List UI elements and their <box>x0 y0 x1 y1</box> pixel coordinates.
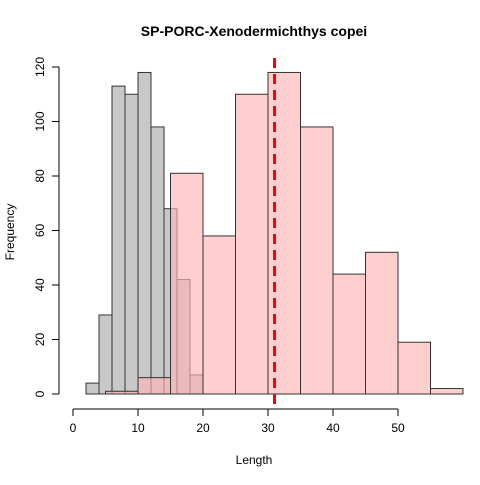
y-tick-label: 40 <box>33 278 47 292</box>
y-tick-label: 60 <box>33 224 47 238</box>
histogram-bar-series2-bin6 <box>267 71 301 395</box>
histogram-bar-series2-bin9 <box>365 251 399 395</box>
x-tick-label: 50 <box>391 421 405 435</box>
x-tick-label: 40 <box>326 421 340 435</box>
y-tick-label: 0 <box>33 390 47 397</box>
histogram-bar-series1-bin1 <box>85 382 100 395</box>
histogram-bar-series1-bin2 <box>98 314 113 395</box>
y-tick-label: 100 <box>33 111 47 131</box>
histogram-bar-series2-bin7 <box>300 126 334 395</box>
histogram-bar-series2-bin2 <box>137 377 171 395</box>
histogram-bar-series2-bin10 <box>397 341 431 395</box>
histogram-bar-series2-bin8 <box>332 273 366 395</box>
y-tick-label: 120 <box>33 57 47 77</box>
x-tick-label: 0 <box>70 421 77 435</box>
histogram-bar-series2-bin4 <box>202 235 236 395</box>
x-tick-label: 10 <box>131 421 145 435</box>
x-tick-label: 20 <box>196 421 210 435</box>
histogram-bar-series1-bin4 <box>124 93 139 395</box>
y-tick-label: 20 <box>33 333 47 347</box>
bars-layer <box>85 71 464 395</box>
y-axis: 0 20 40 60 80 100 120 <box>33 57 60 397</box>
y-axis-label: Frequency <box>3 204 17 261</box>
x-tick-label: 30 <box>261 421 275 435</box>
x-axis-label: Length <box>236 453 273 467</box>
histogram-bar-series2-bin11 <box>430 388 464 395</box>
y-tick-label: 80 <box>33 169 47 183</box>
histogram-bar-series1-bin3 <box>111 85 126 395</box>
histogram-bar-series1-bin6 <box>150 126 165 395</box>
histogram-bar-series2-bin5 <box>235 93 269 395</box>
histogram-bar-series2-bin3 <box>170 172 204 395</box>
chart-title: SP-PORC-Xenodermichthys copei <box>141 23 367 39</box>
histogram-bar-series2-bin1 <box>105 390 139 395</box>
x-axis: 0 10 20 30 40 50 <box>70 408 405 435</box>
histogram-bar-series1-bin5 <box>137 71 152 395</box>
